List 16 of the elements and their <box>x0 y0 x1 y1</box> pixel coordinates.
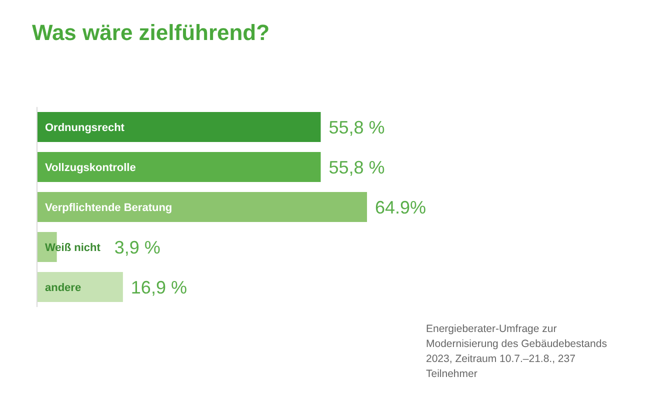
y-tick-label: Verpflichtende Beratung <box>45 202 172 214</box>
chart-title: Was wäre zielführend? <box>32 20 270 46</box>
data-label: 3,9 % <box>114 237 160 258</box>
bar <box>37 152 321 182</box>
data-label: 55,8 % <box>328 117 385 138</box>
bar <box>37 192 367 222</box>
data-label: 16,9 % <box>130 277 187 298</box>
data-label: 55,8 % <box>328 157 385 178</box>
y-tick-label: Vollzugskontrolle <box>45 162 136 174</box>
bar <box>37 272 123 302</box>
y-tick-label: Ordnungsrecht <box>45 122 125 134</box>
bar <box>37 112 321 142</box>
y-tick-label: andere <box>45 282 82 294</box>
y-tick-label: Weiß nicht <box>45 242 101 254</box>
text: Energieberater-Umfrage zur Modernisierung des Gebäudebestands 2023, Zeitraum 10.7.–21.8., 237 Teilnehmer <box>426 322 608 382</box>
data-label: 64.9% <box>375 197 426 218</box>
